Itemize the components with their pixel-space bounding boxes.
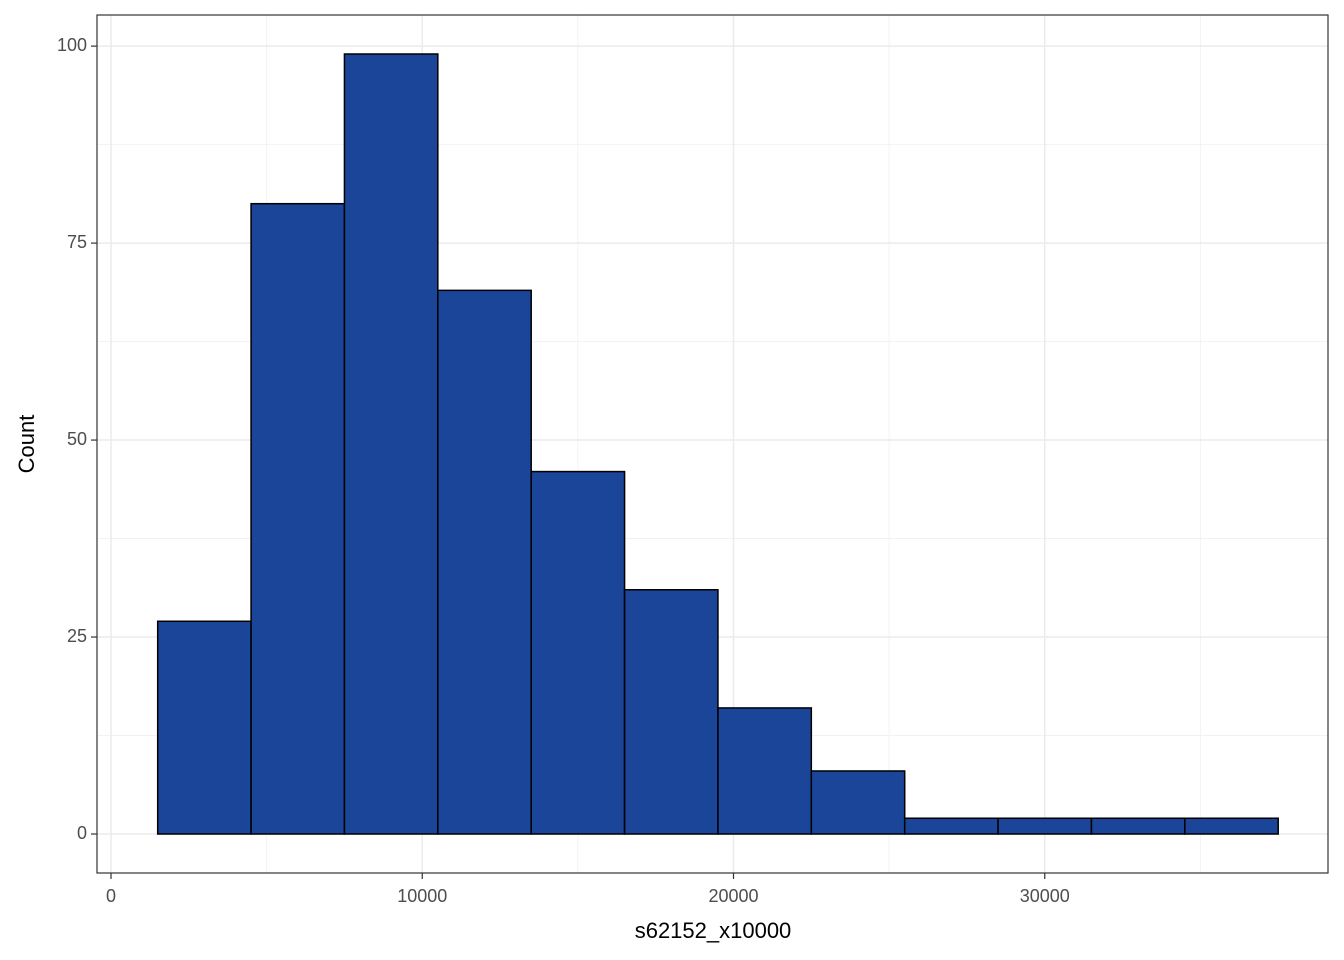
bar xyxy=(717,707,813,835)
bar xyxy=(437,289,532,835)
y-tick-label: 75 xyxy=(67,232,87,252)
bar xyxy=(156,620,252,835)
bar xyxy=(623,589,719,835)
bar xyxy=(810,770,906,835)
panel-border xyxy=(96,14,1329,874)
bar xyxy=(250,202,346,835)
bar xyxy=(1184,817,1279,835)
bar xyxy=(530,470,626,835)
x-axis-title: s62152_x10000 xyxy=(635,918,792,943)
y-tick-label: 50 xyxy=(67,429,87,449)
y-axis-title: Count xyxy=(14,415,39,474)
bar xyxy=(1090,817,1186,835)
bar xyxy=(997,817,1093,835)
bar xyxy=(903,817,999,835)
bar xyxy=(343,53,439,835)
x-tick-label: 0 xyxy=(106,886,116,906)
y-tick-label: 0 xyxy=(77,823,87,843)
y-tick-label: 100 xyxy=(57,35,87,55)
x-tick-label: 30000 xyxy=(1020,886,1070,906)
x-tick-label: 20000 xyxy=(708,886,758,906)
y-tick-label: 25 xyxy=(67,626,87,646)
x-tick-label: 10000 xyxy=(397,886,447,906)
